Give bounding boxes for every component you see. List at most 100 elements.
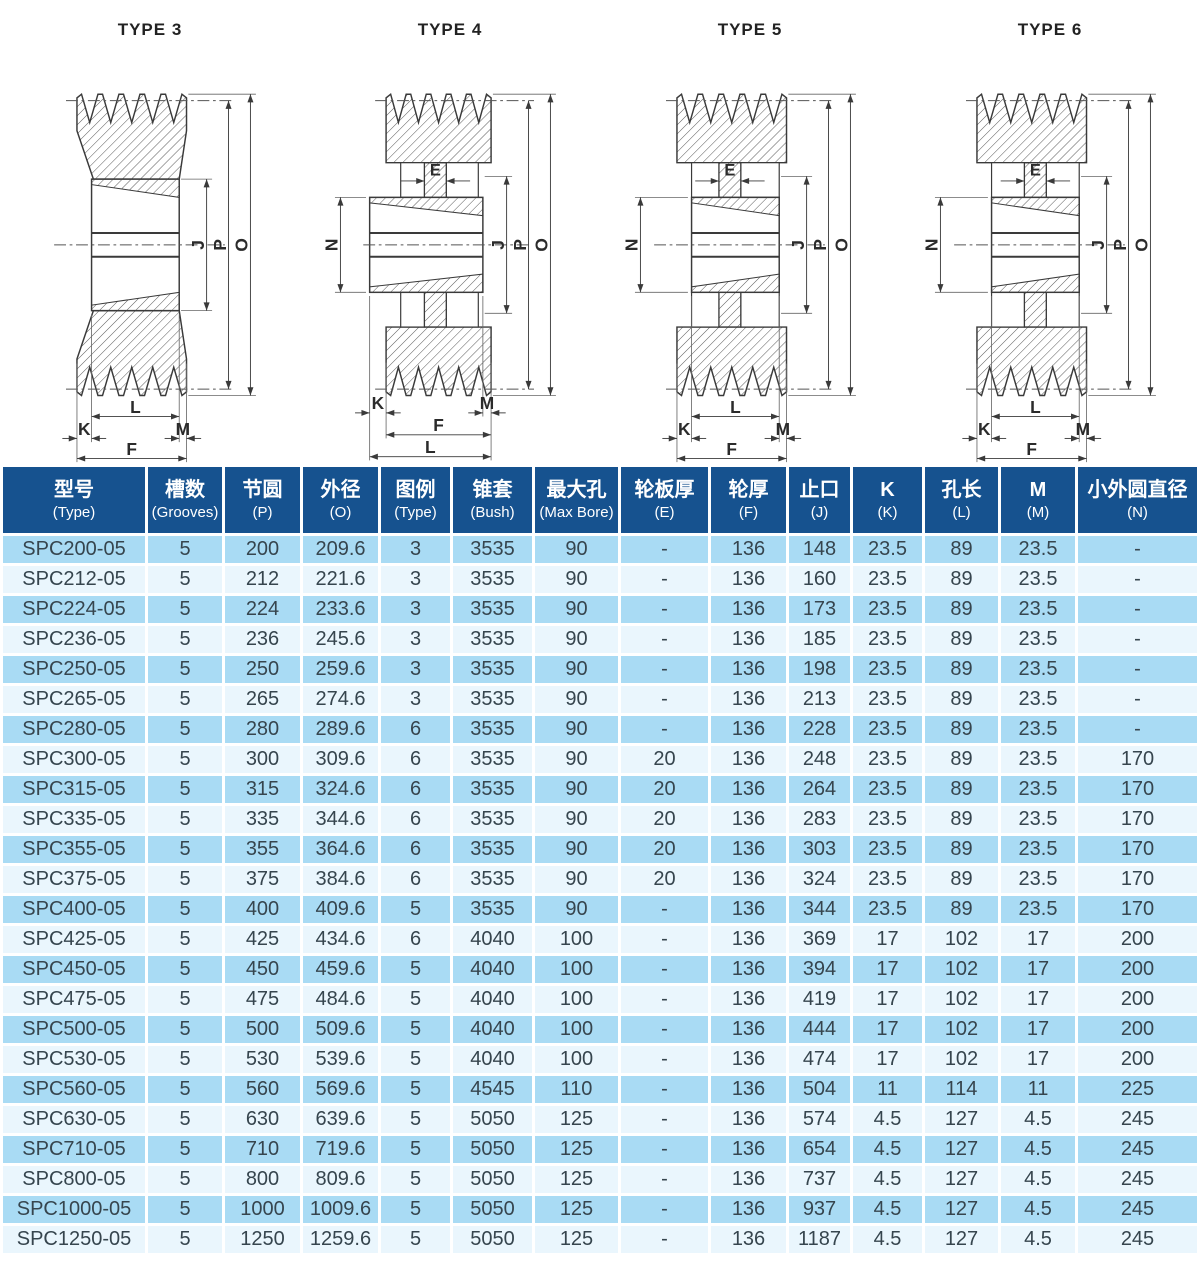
- svg-text:K: K: [978, 419, 991, 439]
- table-cell: 23.5: [853, 746, 922, 773]
- figure-title: TYPE 5: [717, 20, 783, 39]
- table-cell: SPC560-05: [3, 1076, 145, 1103]
- table-cell: 450: [225, 956, 300, 983]
- table-cell: 5: [381, 1166, 450, 1193]
- pulley-drawing-type6-image: J P O N E L K M F: [922, 92, 1156, 463]
- table-cell: 3535: [453, 746, 532, 773]
- svg-text:O: O: [532, 238, 552, 251]
- table-cell: 228: [789, 716, 850, 743]
- table-cell: 23.5: [1001, 686, 1075, 713]
- column-header: 最大孔 (Max Bore): [535, 467, 618, 533]
- table-row: SPC236-05 5 236 245.6 3 3535 90-136 185 23.5 89 23…: [3, 626, 1197, 653]
- svg-text:O: O: [1132, 238, 1152, 251]
- table-cell: 213: [789, 686, 850, 713]
- table-cell: 3: [381, 686, 450, 713]
- table-cell: 90: [535, 536, 618, 563]
- table-cell: 5: [148, 746, 222, 773]
- column-header: 小外圆直径 (N): [1078, 467, 1197, 533]
- table-cell: 719.6: [303, 1136, 378, 1163]
- table-cell: 3535: [453, 536, 532, 563]
- table-cell: 5050: [453, 1136, 532, 1163]
- table-cell: 324: [789, 866, 850, 893]
- table-cell: 425: [225, 926, 300, 953]
- table-cell: 3: [381, 596, 450, 623]
- table-cell: 23.5: [853, 806, 922, 833]
- table-cell: 90: [535, 866, 618, 893]
- table-cell: 23.5: [1001, 746, 1075, 773]
- table-cell: 5: [148, 1226, 222, 1253]
- table-cell: 136: [711, 566, 786, 593]
- table-cell: 5: [148, 686, 222, 713]
- table-cell: 5: [148, 536, 222, 563]
- table-cell: 23.5: [853, 866, 922, 893]
- table-cell: 136: [711, 746, 786, 773]
- table-cell: 5: [381, 1016, 450, 1043]
- table-cell: 6: [381, 866, 450, 893]
- table-cell: 224: [225, 596, 300, 623]
- table-cell: 303: [789, 836, 850, 863]
- table-cell: 4545: [453, 1076, 532, 1103]
- table-cell: SPC280-05: [3, 716, 145, 743]
- table-cell: 136: [711, 1136, 786, 1163]
- table-cell: 1000: [225, 1196, 300, 1223]
- table-cell: 127: [925, 1106, 998, 1133]
- table-cell: 136: [711, 1016, 786, 1043]
- table-cell: 5: [381, 986, 450, 1013]
- table-cell: -: [621, 626, 708, 653]
- table-cell: 4.5: [853, 1166, 922, 1193]
- table-cell: 23.5: [1001, 716, 1075, 743]
- table-cell: 3: [381, 536, 450, 563]
- column-header: 轮板厚 (E): [621, 467, 708, 533]
- table-cell: 200: [1078, 986, 1197, 1013]
- table-cell: 23.5: [1001, 896, 1075, 923]
- column-header: 节圆 (P): [225, 467, 300, 533]
- column-header: 轮厚 (F): [711, 467, 786, 533]
- table-row: SPC1250-05 5 1250 1259.6 5 5050 125-136 1187 4.5…: [3, 1226, 1197, 1253]
- table-cell: 530: [225, 1046, 300, 1073]
- table-cell: 17: [853, 926, 922, 953]
- table-cell: 17: [1001, 1046, 1075, 1073]
- column-header: M (M): [1001, 467, 1075, 533]
- table-cell: 5: [381, 956, 450, 983]
- svg-text:E: E: [1030, 161, 1041, 179]
- table-cell: 136: [711, 1046, 786, 1073]
- table-cell: 170: [1078, 776, 1197, 803]
- table-cell: SPC530-05: [3, 1046, 145, 1073]
- table-cell: -: [621, 896, 708, 923]
- table-cell: SPC1000-05: [3, 1196, 145, 1223]
- table-cell: 245: [1078, 1166, 1197, 1193]
- table-cell: 3535: [453, 806, 532, 833]
- table-cell: SPC1250-05: [3, 1226, 145, 1253]
- table-cell: 100: [535, 956, 618, 983]
- table-cell: -: [621, 1076, 708, 1103]
- table-cell: 5: [148, 866, 222, 893]
- table-cell: 259.6: [303, 656, 378, 683]
- table-cell: 245: [1078, 1226, 1197, 1253]
- table-cell: 136: [711, 926, 786, 953]
- table-cell: -: [621, 1046, 708, 1073]
- table-cell: 200: [225, 536, 300, 563]
- table-cell: 136: [711, 1196, 786, 1223]
- table-cell: 17: [853, 1046, 922, 1073]
- table-cell: 5: [148, 956, 222, 983]
- svg-text:L: L: [1030, 397, 1041, 417]
- svg-text:F: F: [1026, 439, 1037, 459]
- table-cell: 3535: [453, 716, 532, 743]
- table-cell: 136: [711, 656, 786, 683]
- table-cell: 630: [225, 1106, 300, 1133]
- table-cell: 3: [381, 626, 450, 653]
- table-cell: 17: [1001, 956, 1075, 983]
- svg-text:E: E: [724, 161, 735, 179]
- table-cell: 5: [148, 836, 222, 863]
- table-cell: 127: [925, 1196, 998, 1223]
- svg-text:K: K: [372, 393, 385, 413]
- table-cell: SPC224-05: [3, 596, 145, 623]
- table-cell: 5: [381, 1196, 450, 1223]
- table-cell: 110: [535, 1076, 618, 1103]
- svg-text:P: P: [810, 239, 830, 251]
- svg-text:M: M: [776, 419, 790, 439]
- table-cell: 23.5: [853, 836, 922, 863]
- table-cell: SPC236-05: [3, 626, 145, 653]
- table-cell: 136: [711, 956, 786, 983]
